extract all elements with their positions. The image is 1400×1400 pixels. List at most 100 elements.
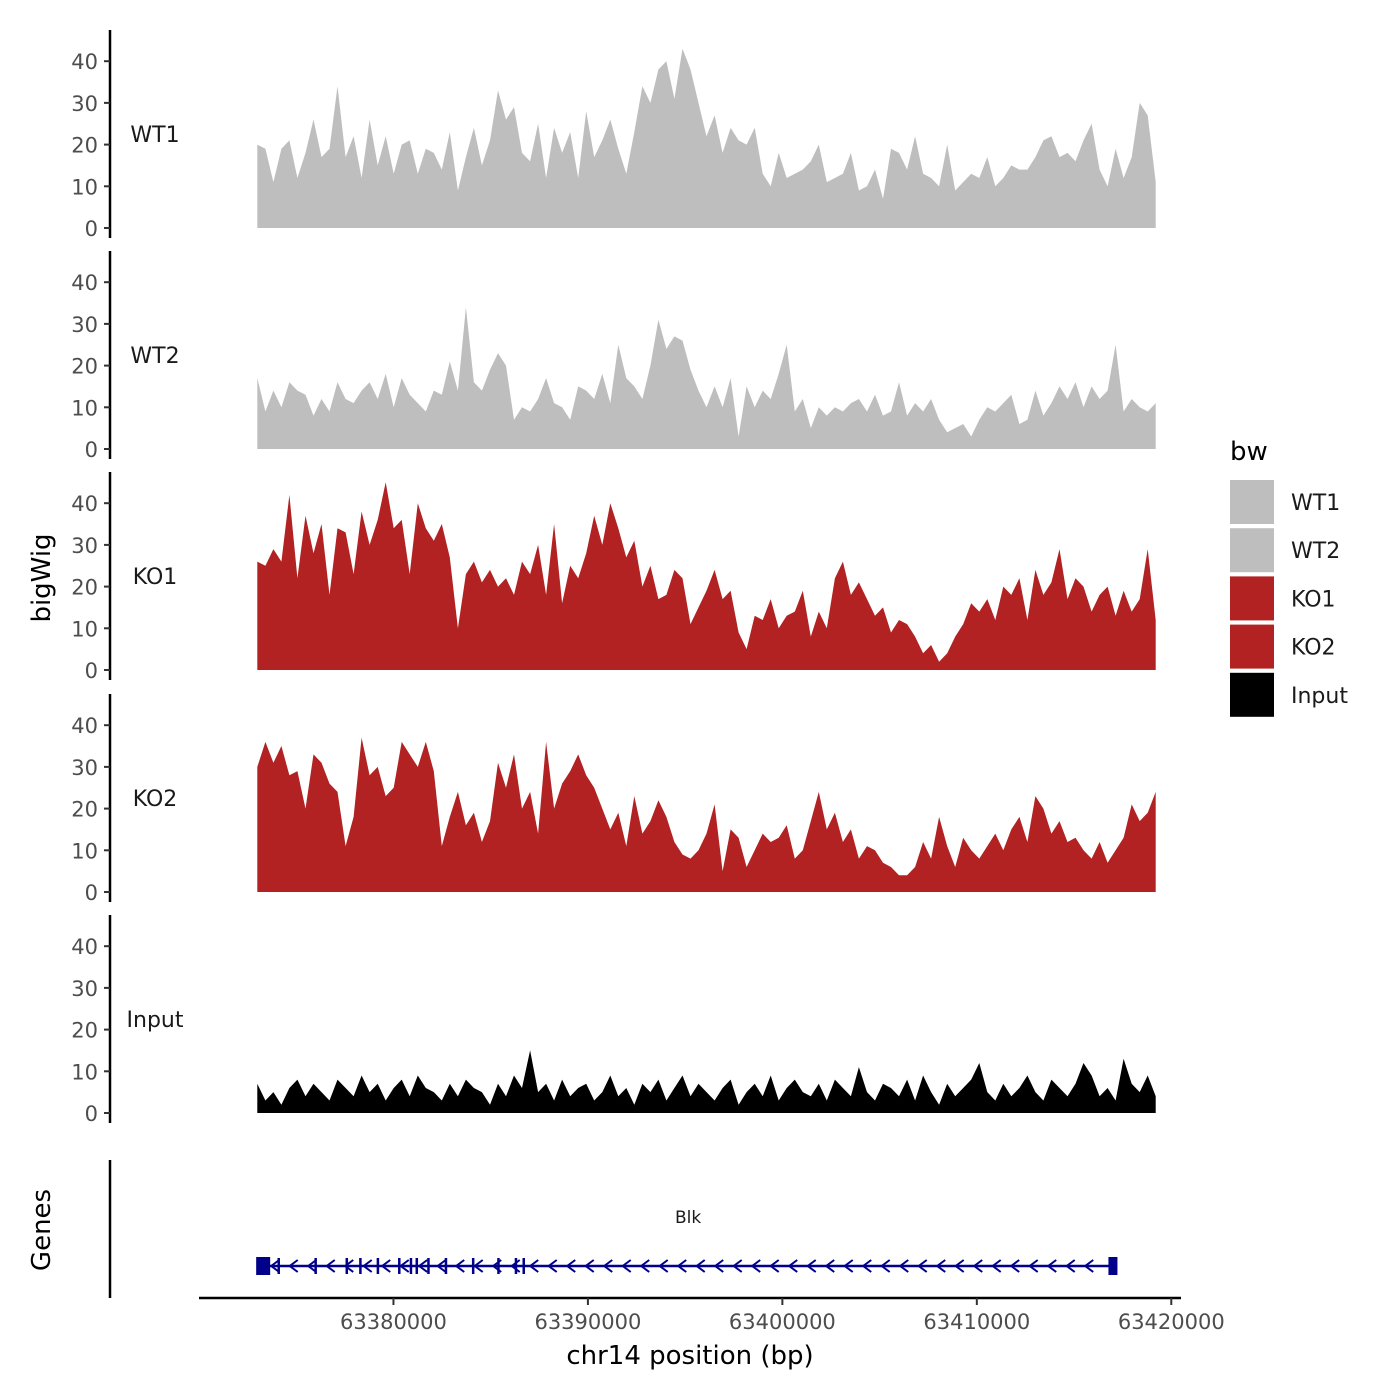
strand-arrow	[454, 1259, 465, 1273]
y-tick-label: 40	[71, 492, 98, 516]
coverage-area-ko2	[257, 737, 1156, 892]
strand-arrow	[1028, 1259, 1039, 1273]
y-tick-label: 30	[71, 313, 98, 337]
legend-label-wt2: WT2	[1291, 539, 1340, 564]
legend-key-wt1	[1230, 480, 1274, 524]
x-axis-title: chr14 position (bp)	[566, 1341, 813, 1371]
strand-arrow	[399, 1259, 410, 1273]
gene-exon	[444, 1258, 448, 1274]
gene-exon	[398, 1258, 401, 1274]
y-tick-label: 20	[71, 134, 98, 158]
y-tick-label: 0	[85, 881, 98, 905]
coverage-area-input	[257, 1050, 1156, 1113]
gene-exon	[522, 1258, 525, 1274]
y-tick-label: 40	[71, 271, 98, 295]
gene-exon	[497, 1258, 500, 1274]
gene-exon	[409, 1258, 413, 1274]
strand-arrow	[547, 1259, 558, 1273]
strand-arrow	[528, 1259, 539, 1273]
strand-arrow	[972, 1259, 983, 1273]
y-tick-label: 10	[71, 175, 98, 199]
strand-arrow	[436, 1259, 447, 1273]
strand-arrow	[732, 1259, 743, 1273]
track-panel-wt1: 0 10 20 30 40 WT1	[71, 30, 1156, 241]
strand-arrow	[325, 1259, 336, 1273]
y-tick-label: 10	[71, 839, 98, 863]
y-tick-label: 0	[85, 217, 98, 241]
legend-label-ko1: KO1	[1291, 587, 1336, 612]
y-tick-label: 10	[71, 396, 98, 420]
gene-exon	[514, 1258, 518, 1274]
coverage-area-ko1	[257, 482, 1156, 670]
y-tick-label: 0	[85, 1102, 98, 1126]
y-tick-label: 40	[71, 714, 98, 738]
y-tick-label: 0	[85, 659, 98, 683]
gene-exon	[471, 1258, 475, 1274]
track-label-ko1: KO1	[133, 565, 178, 590]
strand-arrow	[935, 1259, 946, 1273]
strand-arrow	[861, 1259, 872, 1273]
legend-key-ko1	[1230, 576, 1274, 621]
strand-arrow	[676, 1259, 687, 1273]
track-label-input: Input	[127, 1008, 184, 1033]
strand-arrow	[1046, 1259, 1057, 1273]
legend: bw WT1 WT2 KO1 KO2 Input	[1230, 437, 1348, 717]
strand-arrow	[658, 1259, 669, 1273]
track-label-wt2: WT2	[130, 344, 179, 369]
strand-arrow	[1009, 1259, 1020, 1273]
track-panel-wt2: 0 10 20 30 40 WT2	[71, 251, 1156, 462]
gene-exon	[1108, 1257, 1118, 1275]
strand-arrow	[1083, 1259, 1094, 1273]
x-tick-label: 63400000	[729, 1310, 836, 1334]
track-panels: 0 10 20 30 40 WT1 0 10 20 30 40 WT2 0 10 20 30 40 KO1 0 10 2…	[71, 30, 1156, 1126]
strand-arrow	[843, 1259, 854, 1273]
strand-arrow	[288, 1259, 299, 1273]
track-panel-input: 0 10 20 30 40 Input	[71, 915, 1156, 1126]
y-tick-label: 30	[71, 977, 98, 1001]
legend-key-ko2	[1230, 624, 1274, 669]
y-tick-label: 10	[71, 617, 98, 641]
strand-arrow	[306, 1259, 317, 1273]
track-panel-ko1: 0 10 20 30 40 KO1	[71, 472, 1156, 683]
coverage-area-wt1	[257, 48, 1156, 229]
x-tick-label: 63420000	[1118, 1310, 1225, 1334]
strand-arrow	[565, 1259, 576, 1273]
y-axis-title: bigWig	[27, 533, 57, 622]
legend-label-ko2: KO2	[1291, 636, 1336, 661]
gene-panel-title: Genes	[27, 1189, 57, 1271]
gene-name-label: Blk	[675, 1208, 701, 1228]
track-label-ko2: KO2	[133, 787, 178, 812]
strand-arrow	[269, 1259, 280, 1273]
x-tick-label: 63410000	[923, 1310, 1030, 1334]
strand-arrow	[639, 1259, 650, 1273]
gene-exon	[415, 1258, 419, 1274]
strand-arrow	[954, 1259, 965, 1273]
y-tick-label: 20	[71, 1019, 98, 1043]
strand-arrow	[473, 1259, 484, 1273]
strand-arrow	[695, 1259, 706, 1273]
y-tick-label: 10	[71, 1060, 98, 1084]
y-tick-label: 30	[71, 534, 98, 558]
strand-arrow	[806, 1259, 817, 1273]
y-tick-label: 20	[71, 355, 98, 379]
gene-panel: Blk	[108, 1160, 1118, 1298]
strand-arrow	[824, 1259, 835, 1273]
strand-arrow	[362, 1259, 373, 1273]
strand-arrow	[713, 1259, 724, 1273]
track-label-wt1: WT1	[130, 123, 179, 148]
strand-arrow	[917, 1259, 928, 1273]
strand-arrow	[787, 1259, 798, 1273]
coverage-area-wt2	[257, 307, 1156, 449]
legend-key-wt2	[1230, 528, 1274, 573]
y-tick-label: 30	[71, 92, 98, 116]
gene-exon	[427, 1258, 430, 1274]
strand-arrow	[880, 1259, 891, 1273]
strand-arrow	[621, 1259, 632, 1273]
gene-exon	[359, 1258, 362, 1274]
strand-arrow	[1065, 1259, 1076, 1273]
strand-arrow	[602, 1259, 613, 1273]
gene-exon	[256, 1257, 271, 1275]
x-tick-label: 63380000	[340, 1310, 447, 1334]
y-tick-label: 30	[71, 756, 98, 780]
